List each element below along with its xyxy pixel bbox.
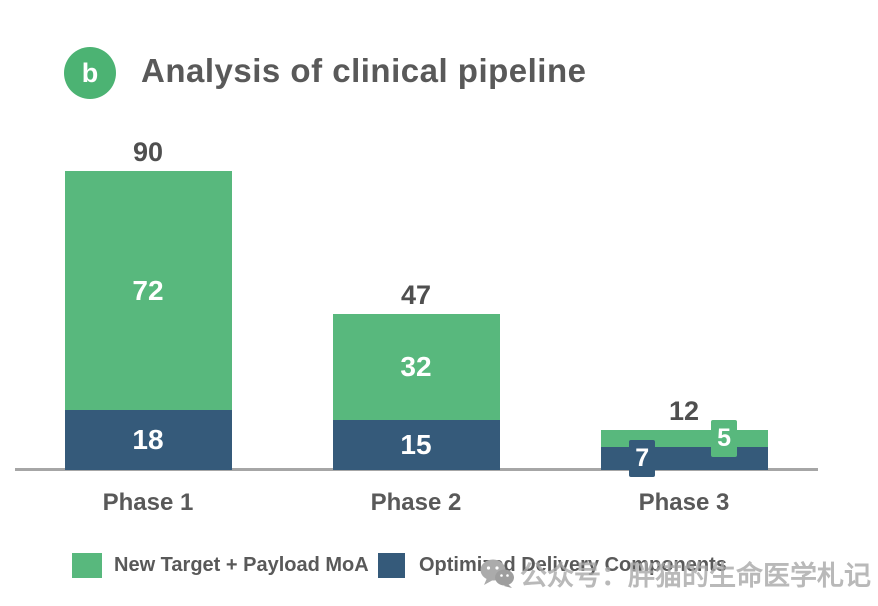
segment-value-label: 5 — [711, 419, 738, 457]
panel-badge: b — [64, 47, 116, 99]
bar-segment — [64, 171, 232, 411]
legend-swatch-new-target — [72, 553, 102, 578]
x-axis-category-label: Phase 3 — [638, 489, 730, 516]
legend-label-new-target: New Target + Payload MoA — [114, 554, 369, 576]
segment-value-label: 72 — [132, 274, 164, 306]
x-axis-category-label: Phase 2 — [370, 489, 462, 516]
bar-segment — [64, 410, 232, 470]
bar-segment — [332, 313, 500, 421]
bar-total-label: 12 — [668, 396, 700, 427]
page-title: Analysis of clinical pipeline — [141, 52, 587, 89]
bar-segment — [332, 420, 500, 470]
bar-total-label: 90 — [132, 137, 164, 167]
legend-label-optimized-delivery: Optimized Delivery Components — [419, 554, 727, 576]
bar-segment — [600, 430, 768, 447]
segment-value-label: 15 — [400, 429, 432, 461]
segment-value-label: 7 — [629, 439, 656, 477]
segment-value-label: 18 — [132, 424, 164, 456]
x-axis-category-label: Phase 1 — [102, 489, 194, 516]
bar-segment — [600, 446, 768, 470]
segment-value-label: 32 — [400, 350, 432, 382]
bar-total-label: 47 — [400, 279, 432, 310]
legend-swatch-optimized-delivery — [378, 553, 405, 578]
